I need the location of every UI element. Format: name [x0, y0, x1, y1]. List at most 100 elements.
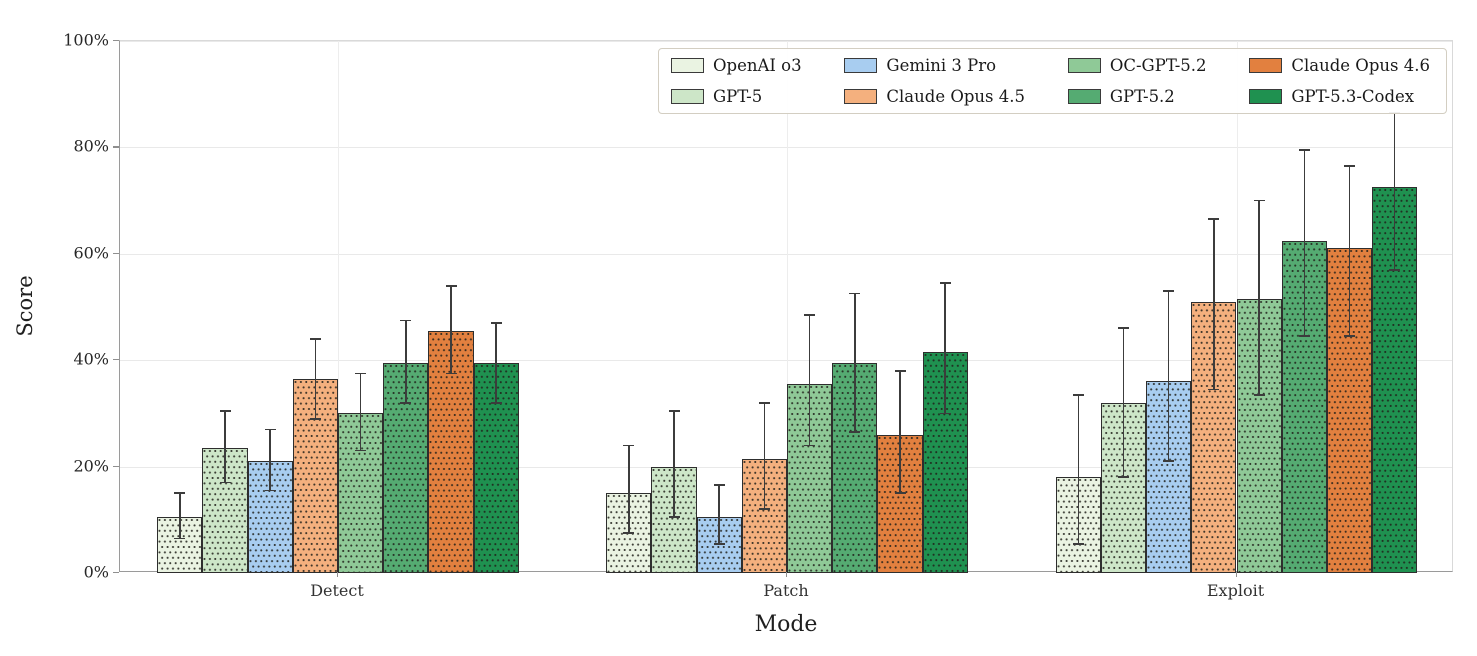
legend-item-openai-o3: OpenAI o3 [671, 56, 802, 75]
error-bar-cap [355, 372, 367, 375]
error-bar [673, 410, 675, 518]
legend-item-oc-gpt-5-2: OC-GPT-5.2 [1067, 56, 1207, 75]
bar-detect-gpt-5-3-codex [473, 362, 519, 573]
y-tick-mark [113, 252, 119, 254]
legend-swatch [671, 58, 704, 73]
error-bar [763, 402, 766, 510]
error-bar [495, 322, 497, 403]
error-bar [1348, 166, 1351, 337]
bar-detect-openai-o3 [157, 517, 203, 573]
legend-item-gpt-5-3-codex: GPT-5.3-Codex [1249, 87, 1430, 106]
error-bar-cap [804, 314, 816, 316]
y-tick-mark [113, 572, 119, 574]
y-tick-label-100: 100% [63, 30, 109, 50]
legend-swatch [1067, 89, 1101, 104]
error-bar [1167, 291, 1170, 462]
legend-item-claude-opus-4-5: Claude Opus 4.5 [844, 87, 1025, 106]
error-bar [1077, 394, 1080, 544]
error-bar-cap [713, 484, 725, 486]
legend-swatch [1067, 58, 1101, 73]
error-bar-cap [445, 372, 457, 375]
x-tick-label-patch: Patch [763, 581, 809, 600]
error-bar [1213, 219, 1215, 390]
legend-item-gpt-5-2: GPT-5.2 [1067, 87, 1207, 106]
error-bar-cap [1208, 388, 1220, 391]
y-tick-mark [113, 40, 119, 42]
gridline-y-40 [120, 360, 1452, 362]
error-bar [628, 445, 630, 534]
legend-label: GPT-5 [713, 87, 763, 106]
legend-label: GPT-5.2 [1109, 87, 1175, 106]
x-tick-label-exploit: Exploit [1206, 581, 1265, 600]
x-tick-mark [337, 572, 339, 577]
error-bar-cap [1253, 199, 1265, 202]
error-bar-cap [1298, 149, 1310, 151]
legend-swatch [844, 89, 878, 104]
y-tick-label-20: 20% [73, 456, 109, 476]
legend-column: OpenAI o3 GPT-5 [671, 56, 802, 106]
legend-swatch [671, 89, 704, 104]
error-bar [1393, 112, 1396, 270]
error-bar-cap [1072, 393, 1084, 396]
plot-area [119, 40, 1453, 573]
error-bar-cap [758, 401, 770, 404]
y-tick-mark [113, 146, 119, 148]
error-bar-cap [668, 409, 680, 412]
error-bar-cap [1253, 393, 1265, 396]
x-tick-mark [786, 572, 788, 577]
error-bar-cap [623, 444, 635, 447]
error-bar-cap [355, 449, 367, 452]
error-bar-cap [264, 489, 276, 492]
error-bar-cap [1118, 327, 1129, 330]
error-bar-cap [1344, 165, 1355, 167]
error-bar-cap [849, 292, 861, 295]
legend-column: Claude Opus 4.6 GPT-5.3-Codex [1249, 56, 1430, 106]
legend-column: OC-GPT-5.2 GPT-5.2 [1067, 56, 1207, 106]
error-bar [718, 485, 720, 544]
error-bar-cap [219, 409, 231, 412]
error-bar-cap [309, 417, 321, 420]
error-bar-cap [939, 282, 951, 284]
legend-column: Gemini 3 Pro Claude Opus 4.5 [844, 56, 1025, 106]
gridline-y-100 [120, 41, 1452, 42]
error-bar-cap [445, 284, 457, 287]
legend-label: OC-GPT-5.2 [1109, 56, 1207, 75]
error-bar-cap [849, 431, 861, 433]
error-bar [359, 373, 362, 451]
x-tick-label-detect: Detect [310, 581, 364, 600]
legend-swatch [844, 58, 878, 73]
gridline-y-60 [120, 253, 1452, 255]
error-bar [1303, 150, 1306, 337]
error-bar-cap [264, 428, 276, 431]
legend-label: OpenAI o3 [713, 56, 802, 75]
error-bar-cap [1389, 268, 1401, 271]
legend-label: Gemini 3 Pro [886, 56, 997, 75]
legend-item-gpt-5: GPT-5 [671, 87, 802, 106]
error-bar-cap [939, 412, 951, 415]
error-bar-cap [804, 444, 816, 447]
error-bar-cap [1298, 335, 1310, 338]
y-tick-mark [113, 359, 119, 361]
error-bar-cap [490, 401, 502, 404]
error-bar [269, 429, 271, 491]
gridline-x-detect [338, 41, 339, 571]
error-bar [854, 293, 856, 432]
error-bar-cap [1208, 218, 1220, 220]
y-tick-label-60: 60% [73, 243, 109, 263]
y-tick-label-40: 40% [73, 349, 109, 369]
legend-label: GPT-5.3-Codex [1291, 87, 1415, 106]
error-bar [808, 314, 811, 446]
error-bar-cap [623, 532, 635, 534]
legend-label: Claude Opus 4.6 [1291, 56, 1430, 75]
error-bar [450, 285, 452, 374]
error-bar [899, 370, 901, 494]
legend: OpenAI o3 GPT-5 Gemini 3 Pro Claude Opus 4.… [658, 48, 1447, 114]
bar-exploit-claude-opus-4-6 [1326, 248, 1373, 573]
gridline-y-80 [120, 147, 1452, 149]
error-bar-cap [1072, 542, 1084, 545]
legend-swatch [1249, 58, 1283, 73]
error-bar [179, 493, 181, 539]
error-bar-cap [400, 319, 412, 322]
legend-swatch [1249, 89, 1283, 104]
